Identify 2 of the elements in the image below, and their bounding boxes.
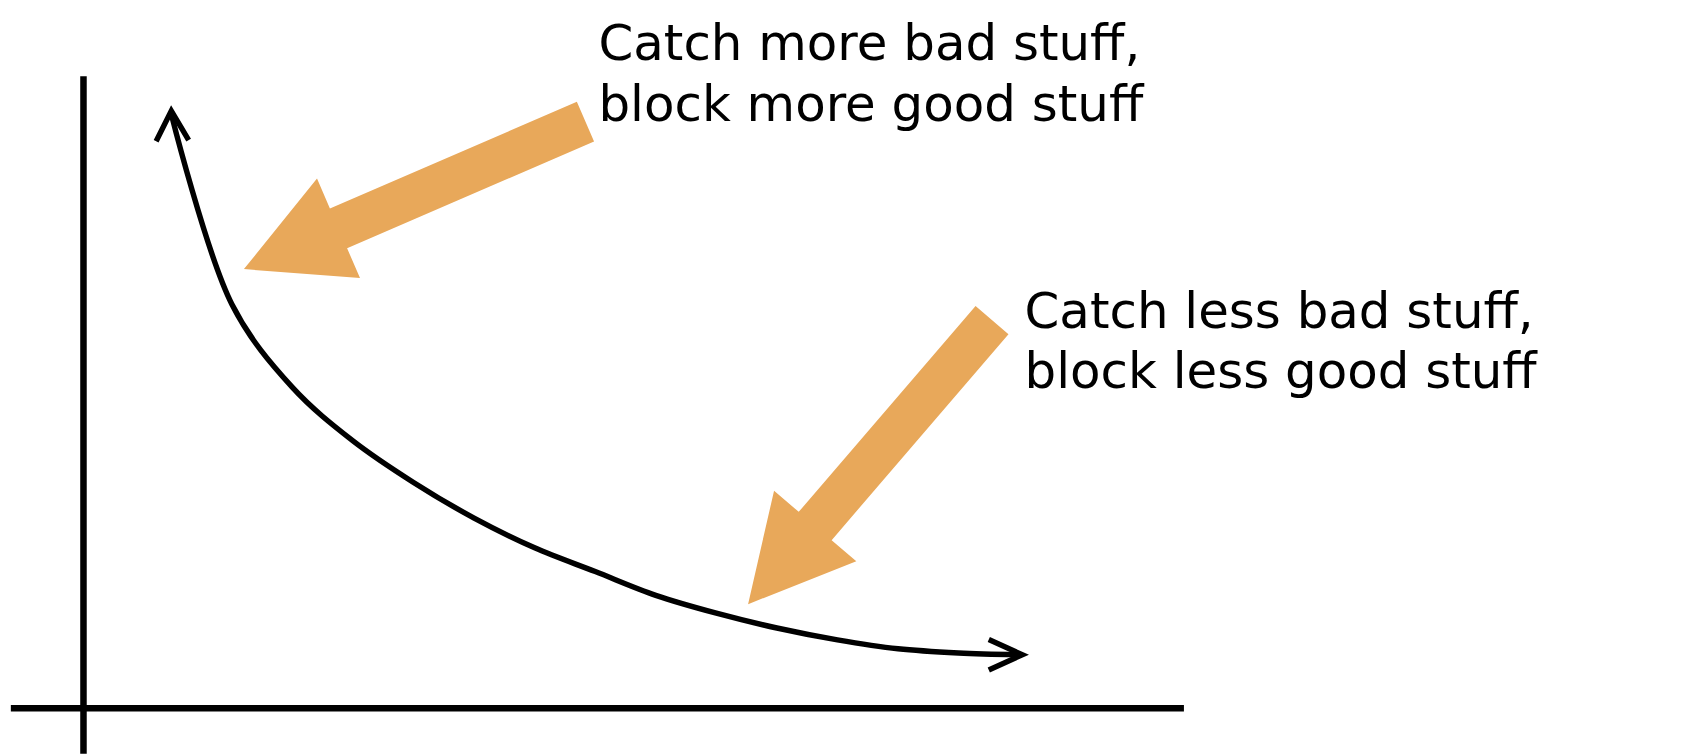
annotation: Catch more bad stuff, block more good stuff (598, 13, 1145, 133)
annotation: Catch less bad stuff, block less good stuff (1024, 281, 1539, 401)
